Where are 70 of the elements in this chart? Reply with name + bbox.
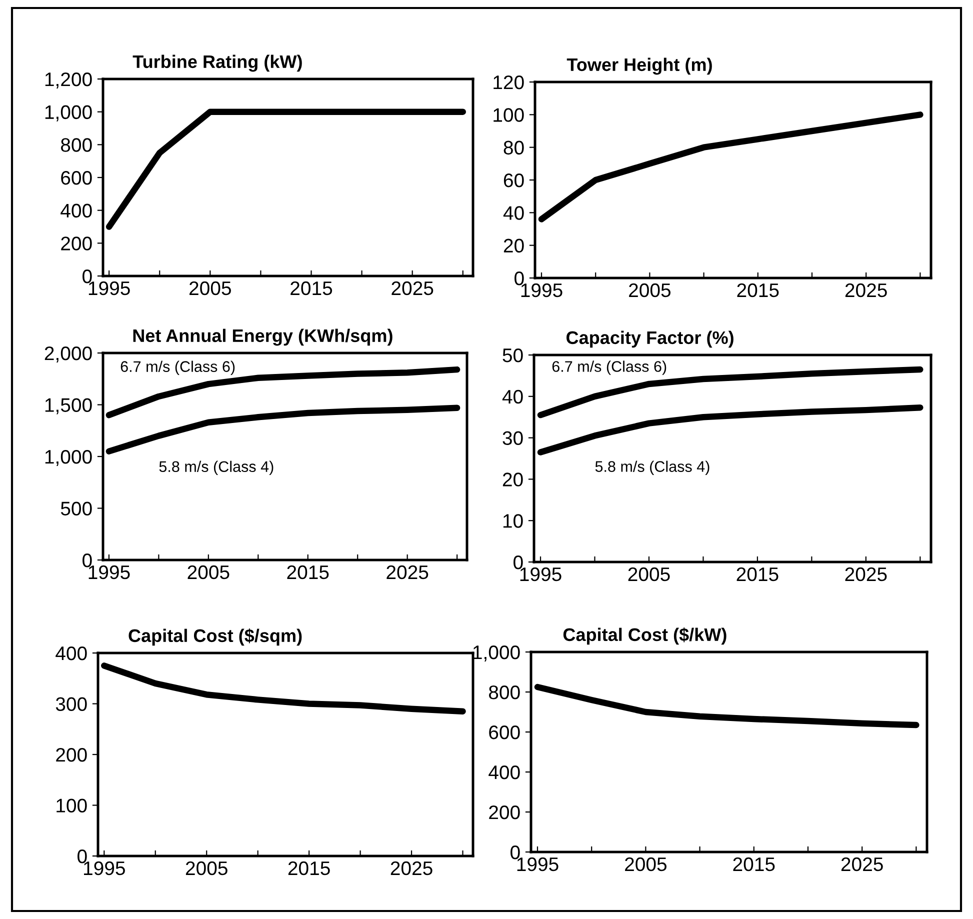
chart-title: Turbine Rating (kW) <box>132 54 302 72</box>
y-tick-label: 200 <box>56 748 87 762</box>
y-tick-label: 1,000 <box>473 645 520 662</box>
x-tick-label: 2005 <box>188 565 230 580</box>
y-tick-label: 80 <box>504 140 524 155</box>
y-tick-label: 600 <box>61 170 92 185</box>
series-label: 5.8 m/s (Class 4) <box>159 460 274 476</box>
y-tick-label: 800 <box>488 685 520 700</box>
x-tick-label: 2025 <box>390 861 432 876</box>
y-tick-label: 800 <box>60 138 92 152</box>
y-tick-label: 100 <box>56 798 87 812</box>
y-tick-label: 300 <box>56 697 87 711</box>
y-tick-label: 0 <box>514 271 524 286</box>
x-tick-label: 2015 <box>736 567 778 582</box>
y-tick-label: 400 <box>60 204 92 218</box>
y-tick-label: 1,000 <box>45 105 92 122</box>
x-tick-label: 2005 <box>628 567 670 582</box>
x-tick-label: 2005 <box>629 283 671 298</box>
series-label: 6.7 m/s (Class 6) <box>552 360 666 375</box>
y-tick-label: 400 <box>56 646 87 660</box>
y-tick-label: 50 <box>502 348 523 362</box>
x-tick-label: 2025 <box>845 283 887 298</box>
x-tick-label: 2005 <box>190 281 231 296</box>
x-tick-label: 2015 <box>287 565 329 580</box>
x-tick-label: 1995 <box>88 565 130 580</box>
chart-title: Capacity Factor (%) <box>566 330 734 348</box>
x-tick-label: 1995 <box>521 283 562 298</box>
x-tick-label: 1995 <box>84 861 125 876</box>
y-tick-label: 0 <box>82 553 92 568</box>
y-tick-label: 40 <box>503 206 524 220</box>
y-tick-label: 100 <box>494 108 524 122</box>
chart-title: Capital Cost ($/sqm) <box>128 628 302 646</box>
y-tick-label: 0 <box>514 555 523 570</box>
x-tick-label: 2025 <box>841 857 883 872</box>
y-tick-label: 10 <box>503 514 523 528</box>
x-tick-label: 2005 <box>186 861 228 876</box>
x-tick-label: 1995 <box>88 281 130 296</box>
series-label: 5.8 m/s (Class 4) <box>595 460 710 475</box>
chart-title: Net Annual Energy (KWh/sqm) <box>133 328 392 346</box>
y-tick-label: 120 <box>494 75 524 90</box>
y-tick-label: 200 <box>489 805 520 820</box>
x-tick-label: 2015 <box>290 281 332 296</box>
x-tick-label: 2025 <box>845 567 887 582</box>
y-tick-label: 0 <box>78 849 87 864</box>
x-tick-label: 1995 <box>517 857 558 872</box>
x-tick-label: 2015 <box>288 861 330 876</box>
y-tick-label: 20 <box>504 238 524 253</box>
x-tick-label: 2025 <box>386 565 428 580</box>
series-label: 6.7 m/s (Class 6) <box>120 360 235 375</box>
y-tick-label: 40 <box>502 390 523 404</box>
x-tick-label: 2005 <box>625 857 667 872</box>
x-tick-label: 1995 <box>520 567 562 582</box>
y-tick-label: 1,000 <box>45 450 92 466</box>
chart-title: Capital Cost ($/kW) <box>563 627 726 645</box>
x-tick-label: 2015 <box>737 283 779 298</box>
x-tick-label: 2015 <box>733 857 775 872</box>
y-tick-label: 60 <box>504 173 524 188</box>
y-tick-label: 0 <box>510 845 520 860</box>
y-tick-label: 2,000 <box>44 346 92 363</box>
y-tick-label: 200 <box>61 236 92 250</box>
chart-title: Tower Height (m) <box>566 58 712 75</box>
y-tick-label: 0 <box>82 269 92 284</box>
y-tick-label: 1,500 <box>45 398 92 414</box>
y-tick-label: 1,200 <box>45 72 92 89</box>
x-tick-label: 2025 <box>392 281 434 296</box>
y-tick-label: 500 <box>60 502 92 516</box>
y-tick-label: 20 <box>502 472 523 486</box>
y-tick-label: 30 <box>502 431 523 446</box>
y-tick-label: 600 <box>489 725 520 740</box>
y-tick-label: 400 <box>488 765 520 780</box>
